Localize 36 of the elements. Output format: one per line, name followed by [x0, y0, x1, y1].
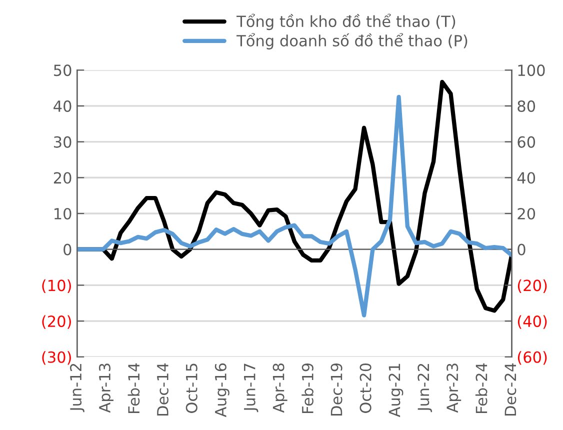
y-tick-label: 30: [54, 136, 72, 148]
y-tick-label: 50: [54, 64, 72, 76]
legend-label: Tổng tồn kho đồ thể thao (T): [236, 14, 456, 30]
x-tick-label: Oct-15: [186, 364, 198, 413]
y2-tick-label: 40: [517, 172, 536, 184]
y2-tick-label: (20): [518, 279, 547, 294]
x-tick-label: Jun-17: [244, 364, 258, 412]
x-tick-label: Oct-20: [360, 363, 372, 413]
y2-tick-label: 80: [518, 100, 536, 112]
y-tick-label: 40: [54, 100, 72, 112]
y-tick-label: 20: [54, 172, 72, 184]
x-tick-label: Aug-21: [388, 364, 404, 418]
x-tick-label: Dec-24: [504, 363, 516, 416]
x-tick-label: Dec-19: [330, 364, 342, 416]
x-tick-label: Feb-19: [302, 364, 314, 413]
x-tick-label: Apr-23: [446, 364, 462, 413]
y-tick-label: (10): [42, 279, 71, 294]
y-tick-label: (30): [42, 351, 71, 365]
y2-tick-label: (60): [518, 351, 547, 365]
x-tick-label: Jun-22: [418, 364, 432, 412]
y-tick-label: 0: [64, 244, 72, 256]
x-tick-label: Apr-18: [272, 364, 288, 413]
x-tick-label: Aug-16: [214, 363, 230, 418]
x-tick-label: Jun-12: [70, 364, 84, 412]
y2-tick-label: 100: [518, 64, 545, 76]
y2-tick-label: 0: [518, 244, 526, 256]
y2-tick-label: (40): [518, 315, 547, 329]
y2-tick-label: 20: [518, 208, 536, 220]
x-tick-label: Apr-13: [98, 364, 114, 413]
legend-label: Tổng doanh số đồ thể thao (P): [236, 33, 468, 50]
x-tick-label: Feb-24: [475, 363, 488, 413]
y2-tick-label: 60: [518, 136, 536, 148]
x-tick-label: Feb-14: [128, 363, 140, 413]
y-tick-label: (20): [42, 315, 71, 329]
y-tick-label: 10: [54, 208, 72, 220]
x-tick-label: Dec-14: [157, 363, 168, 416]
